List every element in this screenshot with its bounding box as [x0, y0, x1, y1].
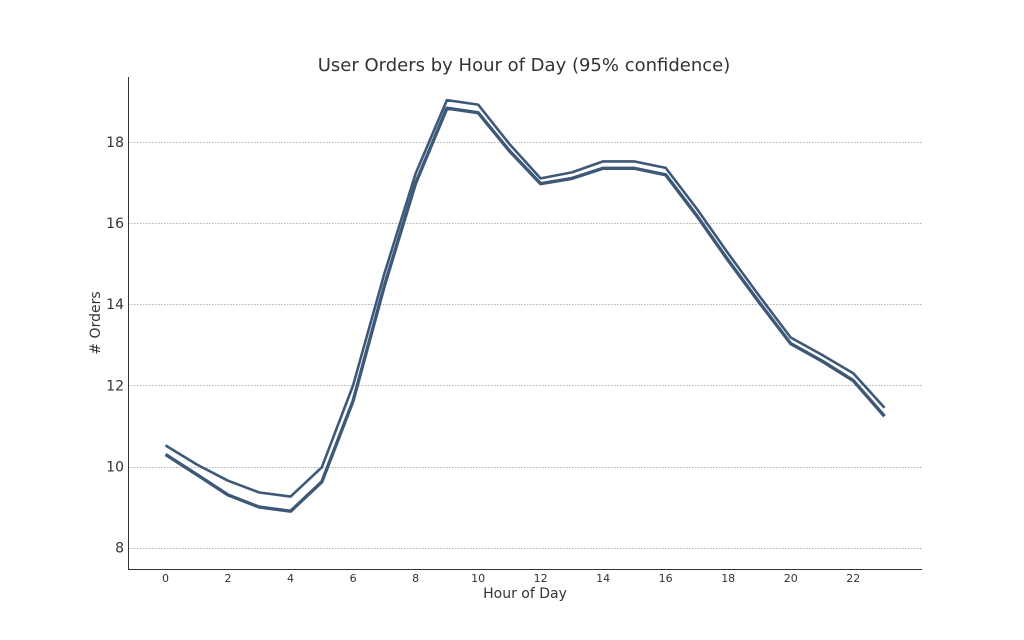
y-tick-label-14: 14 [106, 297, 124, 313]
x-tick-label-10: 10 [471, 572, 485, 585]
series-lines [164, 98, 886, 513]
chart-title: User Orders by Hour of Day (95% confiden… [318, 55, 731, 76]
x-tick-label-12: 12 [534, 572, 548, 585]
series-line-lower [164, 106, 886, 513]
x-tick-label-6: 6 [350, 572, 357, 585]
x-tick-label-0: 0 [162, 572, 169, 585]
x-tick-label-18: 18 [721, 572, 735, 585]
x-tick-label-4: 4 [287, 572, 294, 585]
grid-lines [128, 142, 922, 549]
y-tick-labels: 8 10 12 14 16 18 [106, 135, 124, 557]
y-tick-label-12: 12 [106, 378, 124, 394]
y-tick-label-10: 10 [106, 460, 124, 476]
x-tick-label-8: 8 [412, 572, 419, 585]
y-tick-label-16: 16 [106, 216, 124, 232]
y-tick-label-8: 8 [115, 541, 124, 557]
x-tick-label-16: 16 [659, 572, 673, 585]
x-tick-label-14: 14 [596, 572, 610, 585]
x-tick-label-20: 20 [784, 572, 798, 585]
y-axis-label: # Orders [88, 291, 104, 354]
x-tick-labels: 0 2 4 6 8 10 12 14 16 18 20 22 [162, 572, 860, 585]
x-axis-label: Hour of Day [483, 586, 567, 602]
series-line-upper [164, 98, 886, 498]
x-tick-label-2: 2 [225, 572, 232, 585]
y-tick-label-18: 18 [106, 135, 124, 151]
x-tick-label-22: 22 [846, 572, 860, 585]
